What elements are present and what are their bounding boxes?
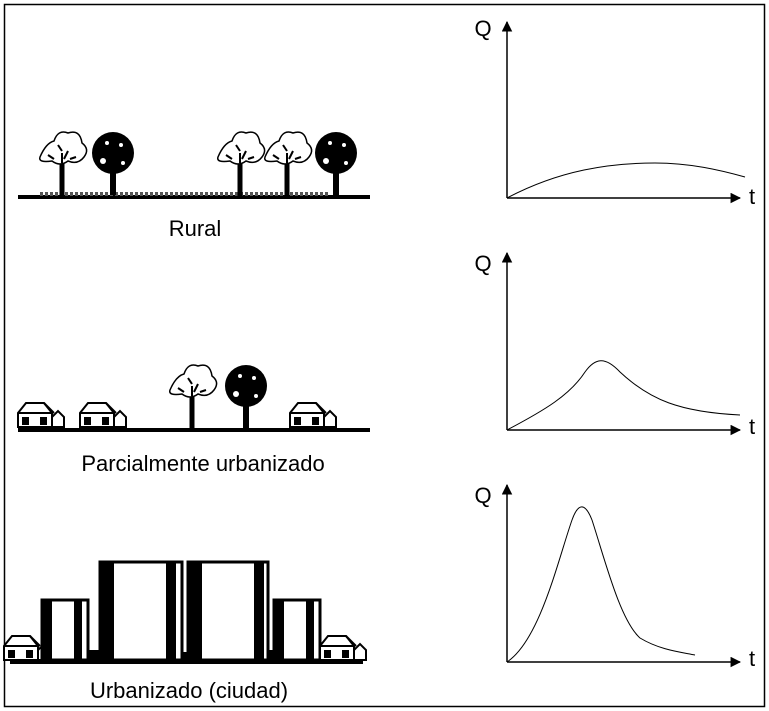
x-axis-label: t <box>749 184 755 209</box>
x-axis-label: t <box>749 646 755 671</box>
hydrograph <box>501 483 742 668</box>
hydrograph <box>501 20 746 204</box>
rural-illustration <box>18 131 370 199</box>
suburban-illustration <box>17 364 370 432</box>
x-axis-label: t <box>749 414 755 439</box>
y-axis-label: Q <box>474 251 491 276</box>
panel-label: Rural <box>169 216 222 241</box>
y-axis-label: Q <box>474 483 491 508</box>
y-axis-label: Q <box>474 16 491 41</box>
panel-label: Urbanizado (ciudad) <box>90 678 288 703</box>
panel-label: Parcialmente urbanizado <box>81 451 324 476</box>
hydrograph <box>501 251 742 436</box>
city-illustration <box>3 560 367 664</box>
